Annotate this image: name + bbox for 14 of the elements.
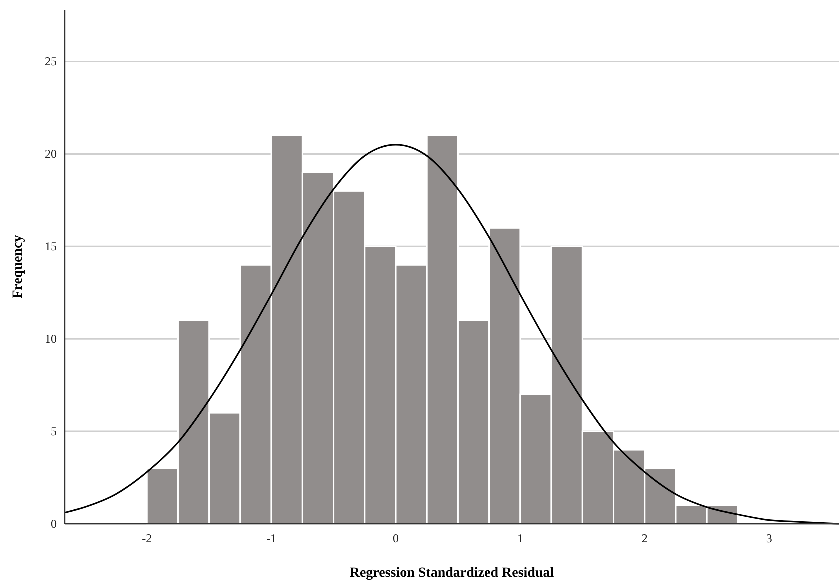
x-tick-label: 0 — [393, 532, 400, 546]
y-tick-label: 15 — [45, 240, 57, 254]
y-tick-label: 0 — [51, 516, 57, 531]
x-tick-label: -1 — [266, 532, 277, 546]
x-tick-label: -2 — [142, 532, 152, 546]
y-tick-label: 20 — [45, 147, 57, 162]
x-tick-label: 1 — [517, 532, 524, 546]
x-axis-title: Regression Standardized Residual — [350, 566, 554, 581]
x-tick-label: 3 — [766, 532, 772, 546]
y-axis-title: Frequency — [11, 235, 26, 299]
x-tick-label: 2 — [642, 532, 648, 546]
y-tick-label: 25 — [45, 54, 57, 69]
y-tick-label: 10 — [45, 332, 57, 346]
y-tick-label: 5 — [51, 424, 57, 438]
